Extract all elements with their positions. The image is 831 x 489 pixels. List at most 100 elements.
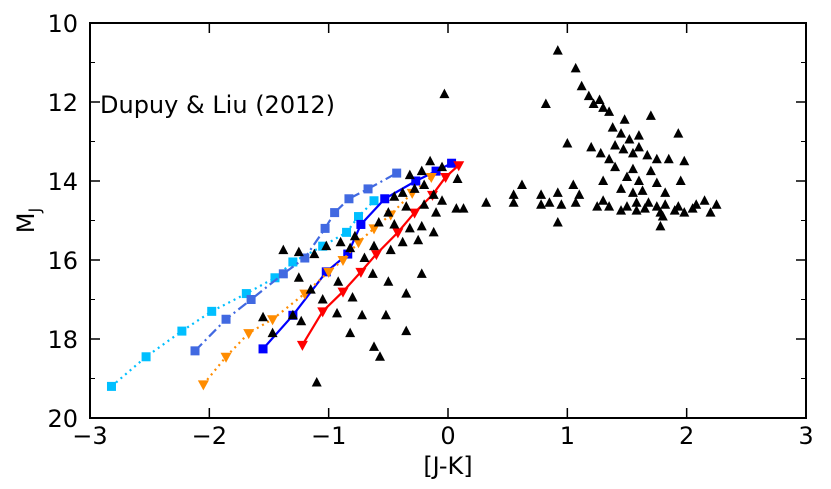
y-tick-label: 10 (47, 10, 78, 38)
x-tick-label: 2 (679, 422, 694, 450)
field-objects (258, 45, 722, 387)
track-point (243, 329, 255, 340)
field-object-point (451, 203, 462, 213)
field-object-point (278, 244, 289, 255)
track-line (301, 164, 460, 346)
field-object-point (359, 252, 370, 263)
field-object-point (679, 155, 690, 166)
plot-frame (89, 22, 807, 419)
field-object-point (481, 197, 492, 207)
field-object-point (622, 201, 632, 211)
field-object-point (335, 236, 346, 247)
track-point (318, 241, 328, 251)
field-object-point (419, 199, 430, 209)
field-object-point (588, 98, 599, 108)
track-point (368, 224, 380, 235)
track-point (270, 273, 280, 283)
field-object-point (389, 191, 400, 201)
field-object-point (624, 134, 635, 144)
field-object-point (570, 62, 581, 73)
x-tick-label: −2 (192, 422, 227, 450)
field-object-point (576, 80, 587, 91)
track-point (354, 212, 363, 222)
track-point (221, 314, 231, 324)
field-object-point (607, 122, 618, 132)
field-object-point (622, 171, 632, 182)
x-tick-label: −1 (311, 422, 346, 450)
track-point (363, 184, 373, 194)
y-tick-label: 18 (47, 326, 78, 354)
field-object-point (637, 185, 648, 195)
track-point (380, 194, 390, 204)
field-object-point (373, 216, 384, 227)
track-point (220, 352, 232, 363)
field-object-point (598, 175, 609, 185)
x-tick-label: 3 (798, 422, 813, 450)
track-point (337, 287, 349, 298)
field-object-point (287, 309, 298, 320)
field-object-point (516, 179, 527, 189)
track-point (392, 228, 404, 239)
field-object-point (604, 106, 615, 116)
field-object-point (321, 240, 332, 251)
field-object-point (562, 137, 573, 148)
track-point (431, 166, 441, 176)
field-object-point (439, 88, 450, 99)
track-point (330, 208, 340, 218)
y-tick-label: 20 (47, 405, 78, 433)
field-object-point (309, 248, 320, 259)
field-object-point (610, 139, 621, 150)
field-object-point (570, 197, 581, 207)
field-object-point (416, 268, 427, 278)
field-object-point (616, 205, 627, 215)
field-object-point (699, 195, 710, 205)
field-object-point (651, 153, 662, 164)
field-object-point (383, 276, 394, 286)
field-object-point (610, 161, 621, 172)
field-object-point (413, 234, 424, 245)
field-object-point (657, 211, 668, 221)
field-object-point (389, 218, 400, 229)
x-tick-label: −3 (72, 422, 107, 450)
field-object-point (663, 153, 674, 164)
track-point (453, 161, 465, 172)
model-tracks (106, 158, 465, 391)
field-object-point (374, 351, 385, 361)
track-point (246, 295, 256, 304)
field-object-point (552, 45, 563, 55)
field-object-point (618, 143, 629, 154)
field-object-point (437, 195, 448, 205)
field-object-point (669, 205, 680, 215)
field-object-point (598, 102, 609, 112)
field-object-point (660, 199, 671, 209)
field-object-point (544, 197, 555, 207)
field-object-point (627, 187, 638, 197)
track-point (300, 253, 310, 263)
field-object-point (675, 175, 686, 185)
field-object-point (673, 128, 684, 138)
field-object-point (397, 187, 408, 197)
field-object-point (305, 284, 316, 294)
field-object-point (401, 288, 412, 298)
field-object-point (404, 222, 415, 233)
field-object-point (333, 276, 344, 286)
field-object-point (616, 183, 627, 193)
field-object-point (347, 292, 358, 302)
track-point (141, 352, 151, 362)
x-tick-label: 0 (440, 422, 455, 450)
track-point (337, 256, 349, 266)
field-object-point (631, 197, 642, 207)
field-object-point (595, 147, 606, 158)
field-object-point (369, 341, 380, 351)
track-point (258, 344, 268, 354)
field-object-point (619, 114, 630, 124)
track-point (177, 326, 187, 336)
y-axis-label: MJ (12, 208, 44, 233)
field-object-point (419, 179, 430, 189)
track-point (343, 249, 353, 259)
track-line (202, 176, 432, 386)
x-axis-label: [J-K] (423, 452, 472, 480)
field-object-point (431, 207, 442, 217)
track-point (241, 289, 251, 299)
